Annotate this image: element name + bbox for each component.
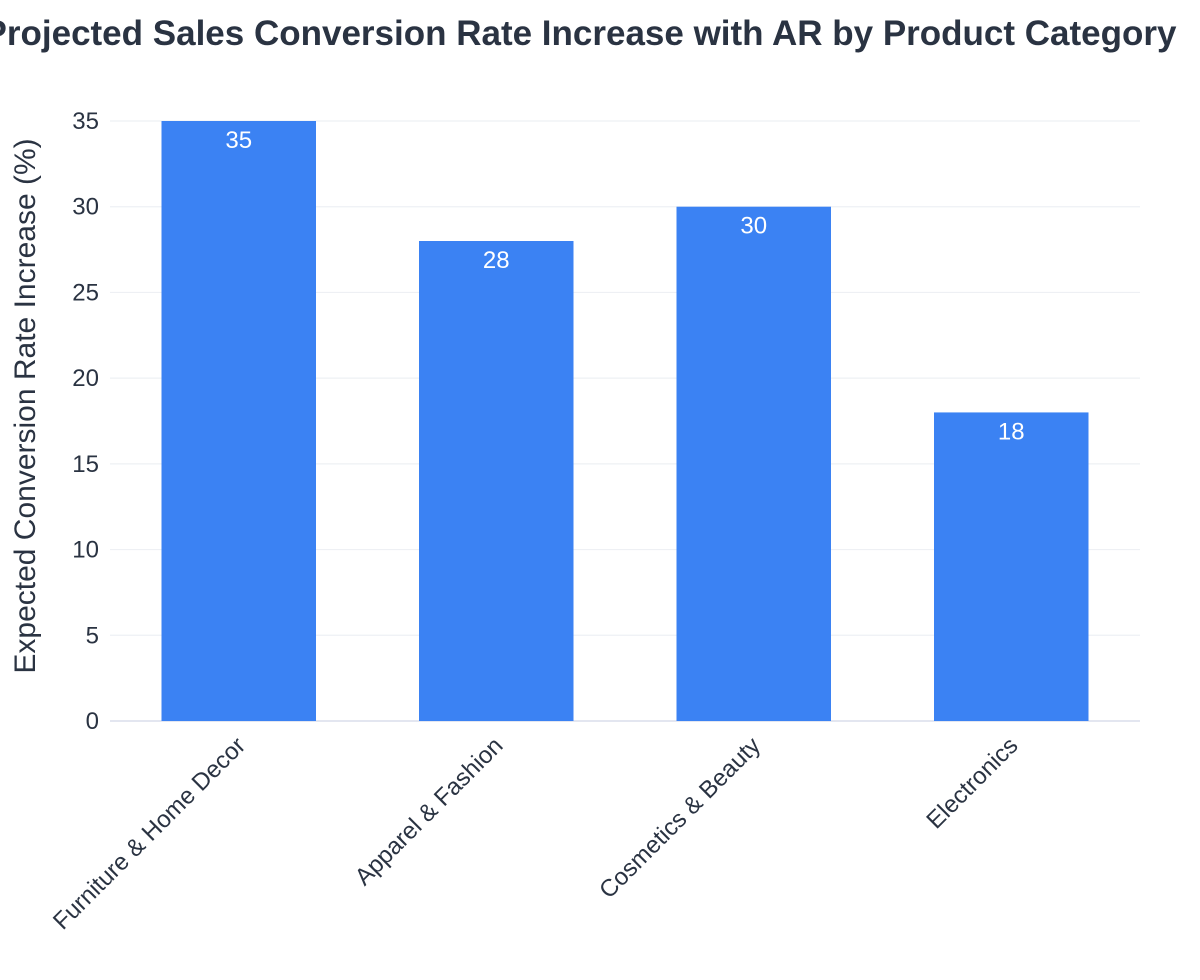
bar-value-label: 35 — [225, 127, 252, 154]
y-tick-label: 5 — [86, 622, 99, 649]
y-tick-label: 25 — [72, 279, 99, 306]
bar-value-label: 30 — [740, 213, 767, 240]
bar-value-label: 28 — [483, 247, 510, 274]
data-labels: 35 28 30 18 — [225, 127, 1024, 445]
x-tick-label: Cosmetics & Beauty — [594, 732, 766, 904]
x-tick-label: Apparel & Fashion — [350, 732, 509, 891]
bar — [419, 241, 574, 721]
x-axis-ticks: Furniture & Home Decor Apparel & Fashion C… — [48, 732, 1024, 935]
x-tick-label: Electronics — [921, 732, 1023, 834]
y-tick-label: 15 — [72, 451, 99, 478]
bar — [676, 206, 831, 721]
y-axis-title: Expected Conversion Rate Increase (%) — [9, 138, 42, 673]
bars — [161, 121, 1089, 721]
y-tick-label: 35 — [72, 108, 99, 135]
y-tick-label: 20 — [72, 365, 99, 392]
x-tick-label: Furniture & Home Decor — [48, 732, 251, 935]
bar — [161, 121, 316, 721]
bar — [934, 412, 1089, 721]
y-axis-ticks: 0 5 10 15 20 25 30 35 — [72, 108, 99, 735]
y-tick-label: 30 — [72, 194, 99, 221]
bar-value-label: 18 — [998, 418, 1025, 445]
y-tick-label: 10 — [72, 537, 99, 564]
y-tick-label: 0 — [86, 708, 99, 735]
chart-title: Projected Sales Conversion Rate Increase… — [0, 14, 1177, 53]
